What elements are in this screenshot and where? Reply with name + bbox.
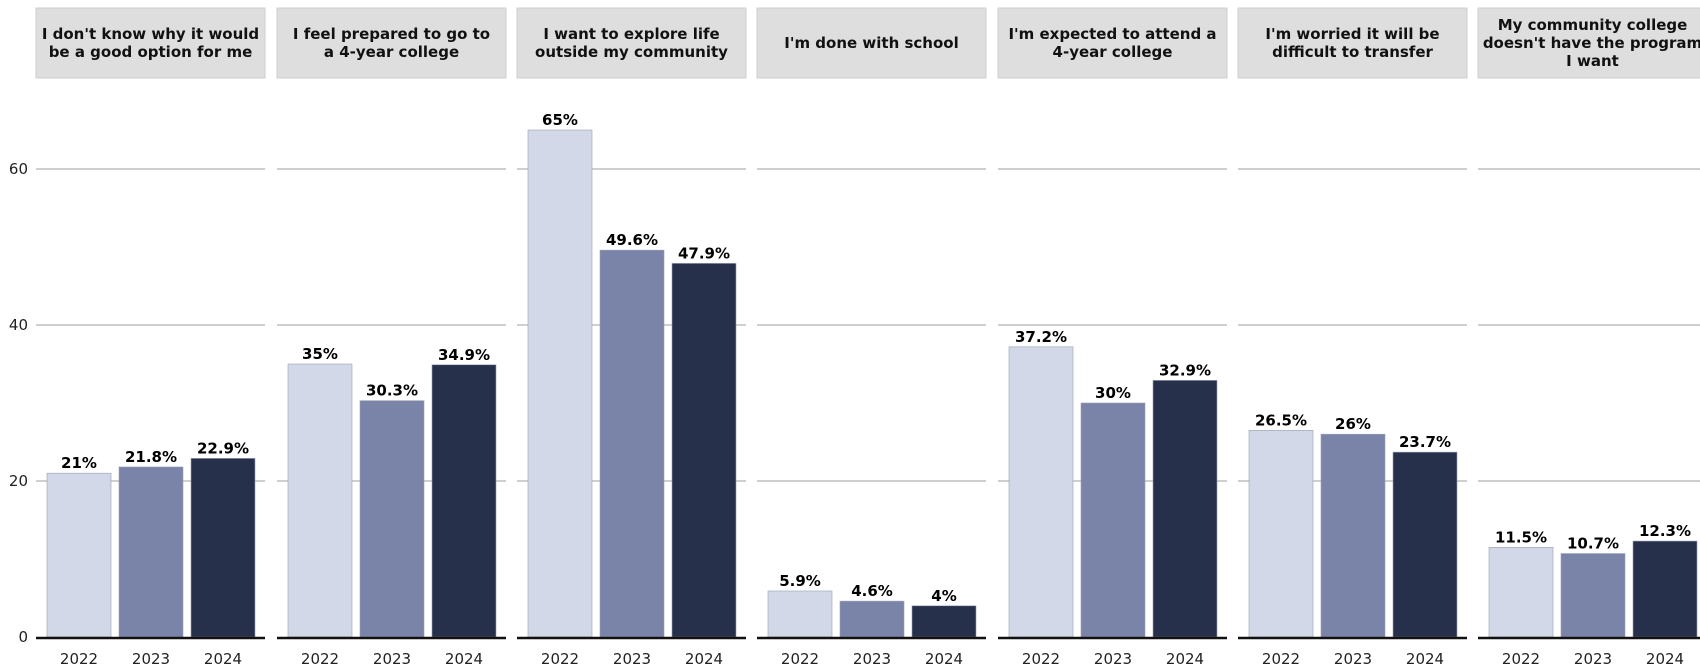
- data-label: 26.5%: [1255, 411, 1307, 429]
- x-tick-label: 2023: [373, 650, 411, 667]
- facet-strip-title: I want: [1566, 52, 1619, 70]
- facet-strip-header: [276, 7, 507, 79]
- data-label: 21.8%: [125, 448, 177, 466]
- data-label: 10.7%: [1567, 535, 1619, 553]
- x-tick-label: 2024: [445, 650, 483, 667]
- facet-strip-title: I'm done with school: [784, 34, 958, 52]
- facet-strip-title: I'm expected to attend a: [1008, 25, 1216, 43]
- facet-strip-title: 4-year college: [1053, 43, 1173, 61]
- bar-2022: [46, 472, 112, 638]
- x-tick-label: 2023: [1574, 650, 1612, 667]
- data-label: 23.7%: [1399, 433, 1451, 451]
- x-tick-label: 2024: [1166, 650, 1204, 667]
- x-tick-label: 2024: [685, 650, 723, 667]
- data-label: 30.3%: [366, 382, 418, 400]
- x-tick-label: 2024: [204, 650, 242, 667]
- x-tick-label: 2023: [1094, 650, 1132, 667]
- data-label: 35%: [302, 345, 338, 363]
- facet-strip-title: a 4-year college: [324, 43, 459, 61]
- data-label: 5.9%: [779, 572, 821, 590]
- x-tick-label: 2022: [781, 650, 819, 667]
- x-tick-label: 2023: [1334, 650, 1372, 667]
- y-tick-label: 40: [9, 316, 28, 334]
- bar-2022: [287, 363, 353, 638]
- x-tick-label: 2022: [1022, 650, 1060, 667]
- bar-2024: [1632, 540, 1698, 638]
- bar-2022: [1488, 546, 1554, 638]
- bar-2022: [1008, 346, 1074, 638]
- bar-2022: [527, 129, 593, 638]
- bar-2024: [671, 263, 737, 638]
- facet-strip-title: doesn't have the program: [1483, 34, 1700, 52]
- facet-strip-header: [1477, 7, 1700, 79]
- bar-2023: [359, 400, 425, 638]
- data-label: 32.9%: [1159, 361, 1211, 379]
- y-tick-label: 20: [9, 472, 28, 490]
- y-tick-label: 60: [9, 160, 28, 178]
- data-label: 34.9%: [438, 346, 490, 364]
- bar-2024: [431, 364, 497, 638]
- x-tick-label: 2023: [132, 650, 170, 667]
- bar-2023: [118, 466, 184, 638]
- data-label: 22.9%: [197, 439, 249, 457]
- facet-strip-title: I want to explore life: [543, 25, 719, 43]
- bar-2023: [1080, 402, 1146, 638]
- data-label: 47.9%: [678, 244, 730, 262]
- data-label: 12.3%: [1639, 522, 1691, 540]
- bar-2022: [1248, 429, 1314, 638]
- bar-2024: [911, 605, 977, 638]
- data-label: 4.6%: [851, 582, 893, 600]
- data-label: 30%: [1095, 384, 1131, 402]
- x-tick-label: 2022: [541, 650, 579, 667]
- x-tick-label: 2022: [1502, 650, 1540, 667]
- x-tick-label: 2022: [60, 650, 98, 667]
- facet-strip-title: be a good option for me: [49, 43, 253, 61]
- facet-strip-header: [997, 7, 1228, 79]
- facet-strip-title: difficult to transfer: [1272, 43, 1433, 61]
- x-tick-label: 2022: [301, 650, 339, 667]
- facet-strip-header: [756, 7, 987, 79]
- data-label: 26%: [1335, 415, 1371, 433]
- data-label: 65%: [542, 111, 578, 129]
- bar-2023: [1560, 553, 1626, 638]
- bar-2024: [1392, 451, 1458, 638]
- facet-strip-header: [1237, 7, 1468, 79]
- x-tick-label: 2024: [1406, 650, 1444, 667]
- data-label: 4%: [931, 587, 956, 605]
- bar-2024: [190, 458, 256, 638]
- bar-2023: [1320, 433, 1386, 638]
- data-label: 11.5%: [1495, 528, 1547, 546]
- bar-2023: [839, 600, 905, 638]
- facet-strip-title: I'm worried it will be: [1265, 25, 1439, 43]
- x-tick-label: 2024: [1646, 650, 1684, 667]
- x-tick-label: 2023: [853, 650, 891, 667]
- y-tick-label: 0: [18, 628, 28, 646]
- facet-strip-header: [516, 7, 747, 79]
- facet-strip-title: I don't know why it would: [42, 25, 259, 43]
- data-label: 37.2%: [1015, 328, 1067, 346]
- facet-strip-title: My community college: [1498, 16, 1688, 34]
- bar-2023: [599, 249, 665, 638]
- x-tick-label: 2023: [613, 650, 651, 667]
- data-label: 21%: [61, 454, 97, 472]
- facet-strip-title: I feel prepared to go to: [293, 25, 490, 43]
- facet-strip-header: [35, 7, 266, 79]
- bar-2024: [1152, 380, 1218, 638]
- bar-2022: [767, 590, 833, 638]
- x-tick-label: 2022: [1262, 650, 1300, 667]
- facet-strip-title: outside my community: [535, 43, 728, 61]
- data-label: 49.6%: [606, 231, 658, 249]
- x-tick-label: 2024: [925, 650, 963, 667]
